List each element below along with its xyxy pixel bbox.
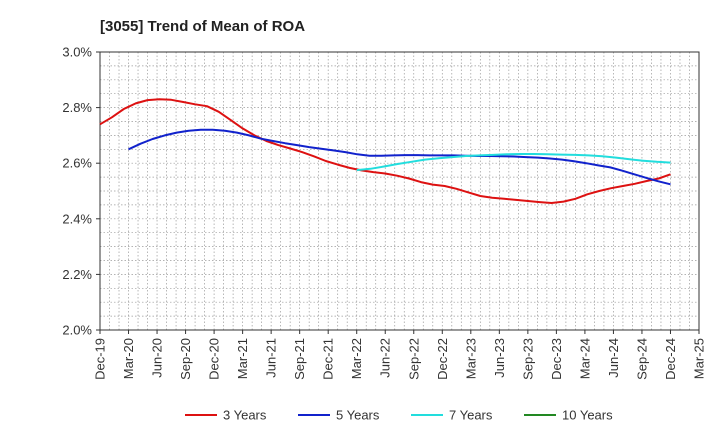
series-line-7-years	[356, 153, 671, 172]
x-tick-label: Dec-21	[321, 338, 336, 380]
x-tick-label: Mar-21	[235, 338, 250, 379]
x-axis: Dec-19 Mar-20 Jun-20 Sep-20 Dec-20 Mar-21 Jun-…	[93, 330, 707, 380]
x-tick-label: Jun-22	[378, 338, 393, 378]
x-tick-label: Jun-20	[150, 338, 165, 378]
x-tick-label: Sep-24	[634, 338, 649, 380]
x-tick-label: Dec-23	[549, 338, 564, 380]
y-tick-label: 3.0%	[62, 45, 92, 60]
legend-label: 10 Years	[562, 408, 613, 423]
x-tick-label: Sep-21	[292, 338, 307, 380]
y-tick-label: 2.6%	[62, 156, 92, 171]
series-line-3-years	[99, 98, 671, 204]
x-tick-label: Sep-22	[406, 338, 421, 380]
x-tick-label: Jun-21	[264, 338, 279, 378]
y-axis: 2.0% 2.2% 2.4% 2.6% 2.8% 3.0%	[62, 45, 100, 338]
x-tick-label: Dec-24	[663, 338, 678, 380]
chart-title: [3055] Trend of Mean of ROA	[100, 18, 305, 35]
y-tick-label: 2.2%	[62, 267, 92, 282]
y-tick-label: 2.4%	[62, 211, 92, 226]
x-tick-label: Sep-20	[178, 338, 193, 380]
series-line-5-years	[128, 128, 671, 186]
x-tick-label: Mar-23	[463, 338, 478, 379]
series-layer	[99, 98, 671, 204]
legend-label: 3 Years	[223, 408, 267, 423]
y-tick-label: 2.0%	[62, 323, 92, 338]
x-tick-label: Dec-19	[93, 338, 108, 380]
x-tick-label: Mar-22	[349, 338, 364, 379]
y-tick-label: 2.8%	[62, 100, 92, 115]
x-tick-label: Dec-22	[435, 338, 450, 380]
grid-layer	[100, 52, 699, 330]
x-tick-label: Jun-24	[606, 338, 621, 378]
x-tick-label: Sep-23	[520, 338, 535, 380]
plot-frame	[99, 51, 700, 331]
x-tick-label: Mar-24	[577, 338, 592, 379]
legend-label: 5 Years	[336, 408, 380, 423]
legend-label: 7 Years	[449, 408, 493, 423]
x-tick-label: Jun-23	[492, 338, 507, 378]
x-tick-label: Mar-20	[121, 338, 136, 379]
x-tick-label: Mar-25	[692, 338, 707, 379]
legend: 3 Years 5 Years 7 Years 10 Years	[185, 408, 613, 423]
x-tick-label: Dec-20	[207, 338, 222, 380]
